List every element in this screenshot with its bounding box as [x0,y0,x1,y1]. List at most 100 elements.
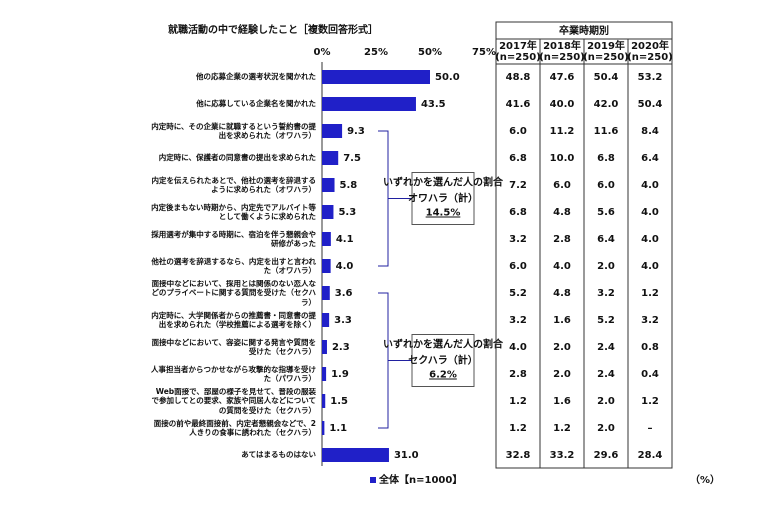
table-cell: 11.6 [594,126,619,137]
value-label: 7.5 [343,153,361,164]
table-col-n: (n=250) [583,52,629,63]
category-label: 内定後まもない時期から、内定先でアルバイト等として働くように求められた [151,203,316,221]
value-label: 5.8 [340,180,358,191]
table-cell: 1.2 [641,288,659,299]
bar [322,286,330,300]
table-cell: 28.4 [638,450,663,461]
table-cell: 2.0 [597,396,615,407]
bar [322,421,325,435]
table-cell: 8.4 [641,126,659,137]
table-cell: 6.0 [597,180,615,191]
annotation-bracket [378,130,412,267]
annotation-bracket [378,292,412,429]
category-label-text: 他の応募企業の選考状況を聞かれた [196,72,316,82]
value-label: 31.0 [394,450,419,461]
table-cell: 1.2 [553,423,571,434]
table-cell: 3.2 [509,234,527,245]
table-cell: 4.8 [553,207,571,218]
category-label: 面接の前や最終面接前、内定者懇親会などで、2人きりの食事に誘われた（セクハラ） [154,419,316,437]
bar [322,232,331,246]
table-col-year: 2018年 [543,39,581,52]
table-cell: 4.0 [553,261,571,272]
legend-label: 全体【n=1000】 [378,473,462,486]
value-label: 50.0 [435,72,460,83]
value-label: 4.1 [336,234,354,245]
chart-title: 就職活動の中で経験したこと［複数回答形式］ [168,23,378,36]
table-cell: 29.6 [594,450,619,461]
value-label: 3.6 [335,288,353,299]
table-cell: 1.2 [509,423,527,434]
table-cell: 2.4 [597,342,615,353]
annotation-label: セクハラ（計） [408,354,478,367]
table-unit: （%） [690,473,720,486]
table-cell: 32.8 [506,450,531,461]
table-cell: 53.2 [638,72,663,83]
category-label: 他の応募企業の選考状況を聞かれた [196,72,316,82]
table-cell: – [648,423,653,434]
table-cell: 2.4 [597,369,615,380]
table-cell: 4.0 [641,234,659,245]
category-label: 内定時に、保護者の同意書の提出を求められた [158,153,316,163]
category-label-text: 面接中などにおいて、採用とは関係のない恋人などのプライベートに関する質問を受けた… [151,279,316,307]
category-label: 人事担当者からつかせながら攻撃的な指導を受けた（パワハラ） [151,364,316,383]
table-cell: 4.0 [641,180,659,191]
annotation-label: オワハラ（計） [408,192,478,205]
category-label: 面接中などにおいて、採用とは関係のない恋人などのプライベートに関する質問を受けた… [151,279,316,307]
table-cell: 6.0 [509,126,527,137]
category-label: あてはまるものはない [241,450,316,459]
bar [322,124,343,138]
value-label: 5.3 [338,207,356,218]
value-label: 4.0 [336,261,354,272]
category-label-text: 他に応募している企業名を聞かれた [196,99,316,109]
table-col-year: 2020年 [631,39,669,52]
table-col-n: (n=250) [627,52,673,63]
value-label: 2.3 [332,342,350,353]
category-label: 内定を伝えられたあとで、他社の選考を辞退するように求められた（オワハラ） [151,175,316,194]
table-cell: 33.2 [550,450,575,461]
bar [322,340,327,354]
x-tick-label: 0% [314,47,331,58]
table-cell: 50.4 [594,72,619,83]
table-cell: 4.8 [553,288,571,299]
table-cell: 6.8 [597,153,615,164]
table-cell: 48.8 [506,72,531,83]
table-cell: 42.0 [594,99,619,110]
value-label: 9.3 [347,126,365,137]
table-cell: 2.0 [553,369,571,380]
table-cell: 5.2 [509,288,527,299]
table-cell: 50.4 [638,99,663,110]
annotation-text: いずれかを選んだ人の割合 [383,338,504,351]
bar [322,97,416,111]
table-cell: 0.4 [641,369,659,380]
category-label: 内定時に、大学関係者からの推薦書・同意書の提出を求められた（学校推薦による選考を… [151,311,316,329]
table-col-n: (n=250) [539,52,585,63]
table-cell: 6.0 [553,180,571,191]
table-cell: 2.8 [553,234,571,245]
value-label: 43.5 [421,99,446,110]
category-label: 採用選考が集中する時期に、宿泊を伴う懇親会や研修があった [151,230,316,248]
table-cell: 6.8 [509,153,527,164]
category-label-text: 内定時に、その企業に就職するという誓約書の提出を求められた（オワハラ） [151,121,316,140]
category-label: Web面接で、部屋の様子を見せて、普段の服装で参加してとの要求、家族や同居人など… [151,387,316,415]
table-cell: 11.2 [550,126,575,137]
table-cell: 4.0 [509,342,527,353]
annotation-box [411,172,475,225]
category-label: 内定時に、その企業に就職するという誓約書の提出を求められた（オワハラ） [151,121,316,140]
bar [322,394,326,408]
category-label-text: Web面接で、部屋の様子を見せて、普段の服装で参加してとの要求、家族や同居人など… [151,387,316,415]
category-label-text: 人事担当者からつかせながら攻撃的な指導を受けた（パワハラ） [151,364,316,383]
annotation-text: いずれかを選んだ人の割合 [383,176,504,189]
value-label: 1.1 [329,423,347,434]
table-cell: 3.2 [509,315,527,326]
category-label: 他社の選考を辞退するなら、内定を出すと言われた（オワハラ） [151,257,316,275]
category-label-text: 内定時に、保護者の同意書の提出を求められた [158,153,316,163]
table-cell: 1.2 [641,396,659,407]
x-tick-label: 25% [364,47,388,58]
category-label-text: 内定を伝えられたあとで、他社の選考を辞退するように求められた（オワハラ） [151,175,316,194]
annotation-value: 6.2% [429,370,457,381]
table-cell: 1.6 [553,396,571,407]
value-label: 1.5 [330,396,348,407]
bar [322,448,389,462]
table-col-year: 2019年 [587,39,625,52]
